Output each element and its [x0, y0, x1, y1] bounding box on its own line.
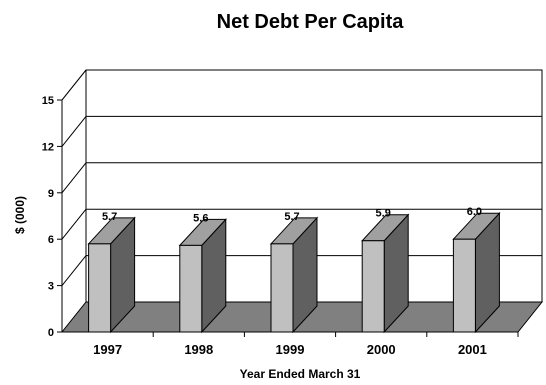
data-label: 5.7 [102, 211, 117, 223]
data-label: 5.9 [376, 208, 391, 220]
y-tick-label: 0 [48, 327, 54, 339]
y-tick-label: 3 [48, 281, 54, 293]
y-axis-label: $ (000) [13, 196, 27, 234]
data-label: 5.6 [193, 212, 208, 224]
chart-title: Net Debt Per Capita [217, 11, 405, 33]
bar-front-face [361, 240, 385, 333]
side-gridline [61, 116, 87, 147]
bar-1998 [178, 218, 227, 334]
x-tick-label: 2001 [458, 342, 487, 357]
x-tick-label: 1998 [184, 342, 213, 357]
side-wall-edge [61, 69, 87, 101]
bar-2000 [361, 213, 410, 334]
bar-1999 [269, 216, 319, 334]
x-axis-label: Year Ended March 31 [240, 367, 361, 381]
side-gridline [61, 208, 87, 240]
data-label: 6.0 [467, 206, 482, 218]
y-tick-label: 15 [42, 95, 54, 107]
x-tick-label: 1997 [93, 342, 122, 357]
bar-front-face [452, 238, 476, 333]
side-gridline [61, 162, 87, 194]
data-label: 5.7 [284, 211, 299, 223]
y-tick-label: 12 [42, 141, 54, 153]
x-tick-label: 2000 [367, 342, 396, 357]
y-tick-label: 9 [48, 188, 54, 200]
x-tick-label: 1999 [276, 342, 305, 357]
bar-front-face [179, 244, 203, 333]
side-gridline [61, 255, 87, 286]
bar-front-face [88, 243, 112, 333]
y-tick-label: 6 [48, 234, 54, 246]
bar-front-face [270, 243, 294, 333]
bar-2001 [452, 211, 501, 334]
bar-1997 [87, 216, 136, 334]
